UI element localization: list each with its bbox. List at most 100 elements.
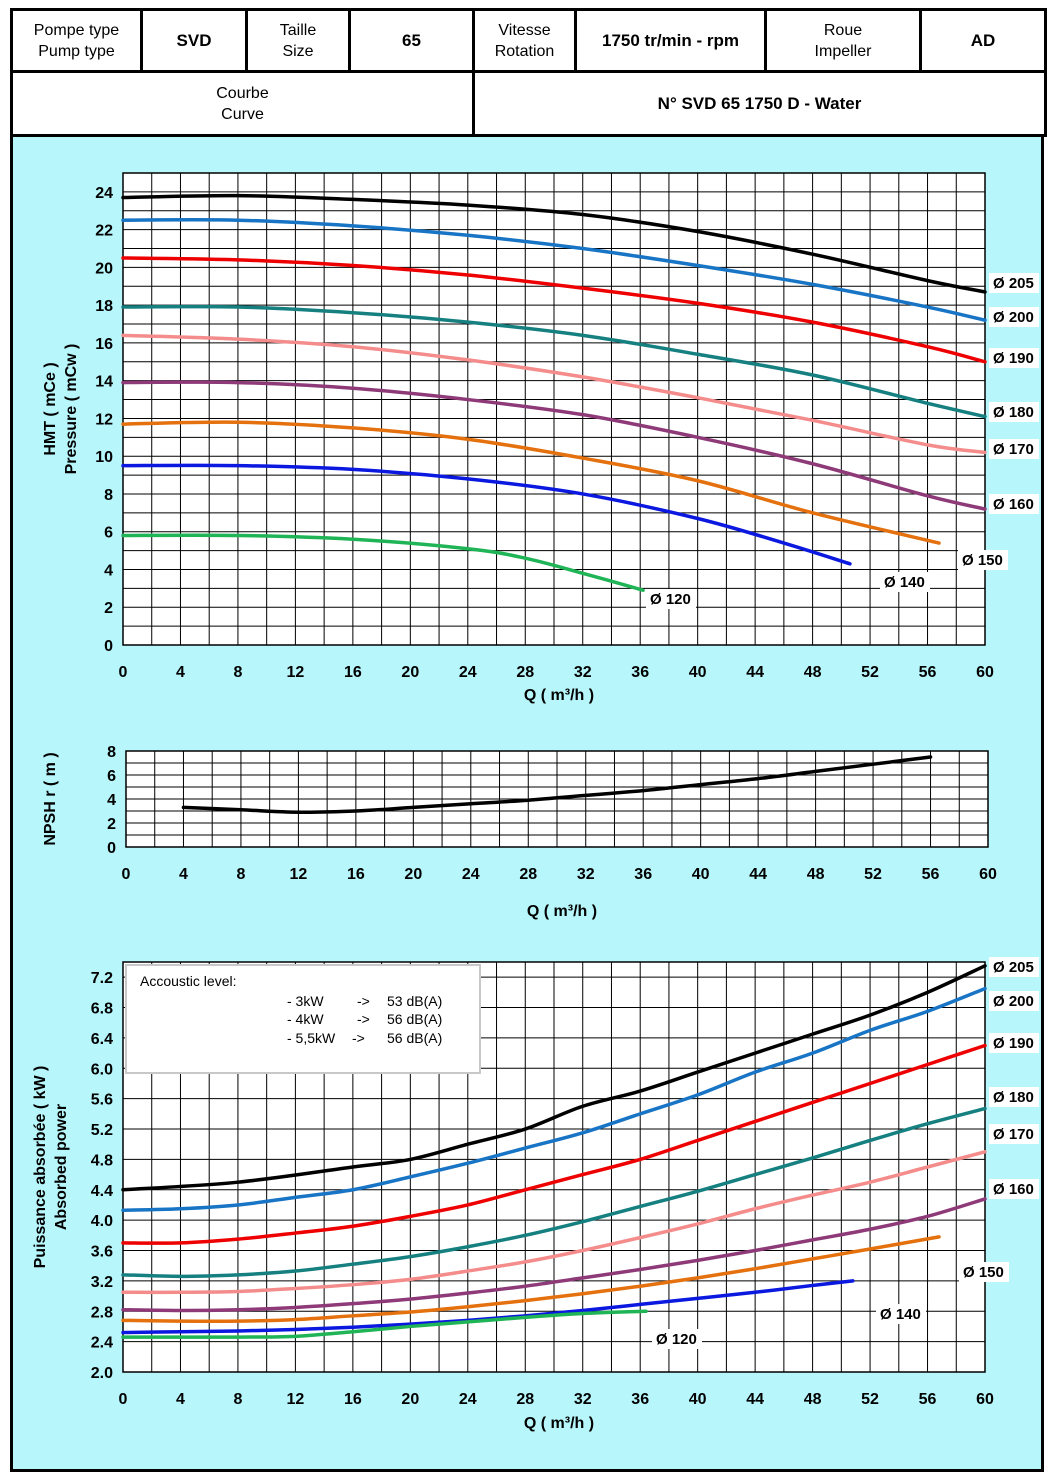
x-tick-label: 40 (692, 866, 710, 883)
series-label-bg (989, 439, 1039, 459)
x-tick-label: 16 (347, 866, 365, 883)
series-label: Ø 180 (993, 1089, 1034, 1106)
y-tick-label: 0 (104, 638, 113, 655)
series-label: Ø 160 (993, 1181, 1034, 1198)
x-tick-label: 44 (746, 664, 764, 681)
series-line (121, 1106, 987, 1279)
x-tick-label: 56 (919, 664, 937, 681)
y-tick-label: 20 (95, 260, 113, 277)
x-tick-label: 24 (459, 1391, 477, 1408)
y-tick-label: 4.4 (91, 1183, 113, 1200)
x-tick-label: 8 (233, 664, 242, 681)
series-line (121, 1235, 941, 1324)
x-tick-label: 12 (287, 664, 305, 681)
x-tick-label: 52 (864, 866, 882, 883)
x-tick-label: 4 (176, 664, 185, 681)
x-tick-label: 36 (631, 664, 649, 681)
x-tick-label: 12 (290, 866, 308, 883)
x-tick-label: 44 (749, 866, 767, 883)
y-tick-label: 6.8 (91, 1001, 113, 1018)
series-label: Ø 205 (993, 959, 1034, 976)
series-label-bg (989, 991, 1039, 1011)
y-axis-label: NPSH r ( m ) (42, 752, 59, 845)
series-label: Ø 120 (650, 591, 691, 608)
y-tick-label: 6 (104, 525, 113, 542)
series-label-bg (989, 957, 1039, 977)
plot-frame (122, 172, 986, 646)
series-label: Ø 150 (963, 1264, 1004, 1281)
x-tick-label: 48 (804, 664, 822, 681)
series-label: Ø 170 (993, 1126, 1034, 1143)
series-line (121, 1309, 648, 1339)
series-label: Ø 170 (993, 441, 1034, 458)
x-tick-label: 36 (631, 1391, 649, 1408)
x-tick-label: 56 (919, 1391, 937, 1408)
series-line (121, 533, 645, 592)
x-tick-label: 16 (344, 664, 362, 681)
series-label-bg (958, 550, 1008, 570)
series-line (121, 256, 987, 364)
x-tick-label: 40 (689, 1391, 707, 1408)
series-line (121, 463, 852, 566)
x-tick-label: 60 (979, 866, 997, 883)
x-tick-label: 52 (861, 664, 879, 681)
x-tick-label: 20 (404, 866, 422, 883)
series-label-bg (989, 494, 1039, 514)
x-tick-label: 20 (401, 664, 419, 681)
header-table: Pompe type Pump type SVD Taille Size 65 Vi… (10, 8, 1047, 137)
series-label-bg (989, 1033, 1039, 1053)
speed-label: Vitesse Rotation (472, 8, 577, 73)
x-tick-label: 8 (236, 866, 245, 883)
series-label-bg (646, 589, 696, 609)
series-label: Ø 120 (656, 1331, 697, 1348)
series-line (181, 755, 933, 814)
series-label: Ø 180 (993, 404, 1034, 421)
x-tick-label: 12 (287, 1391, 305, 1408)
y-tick-label: 2 (107, 816, 116, 833)
series-line (121, 1043, 987, 1245)
series-label-bg (880, 572, 930, 592)
x-tick-label: 32 (574, 664, 592, 681)
y-tick-label: 6.4 (91, 1031, 113, 1048)
y-tick-label: 2.4 (91, 1335, 113, 1352)
series-label: Ø 200 (993, 309, 1034, 326)
series-line (121, 193, 987, 294)
x-tick-label: 44 (746, 1391, 764, 1408)
x-tick-label: 32 (574, 1391, 592, 1408)
series-label-bg (876, 1304, 926, 1324)
x-axis-label: Q ( m³/h ) (527, 903, 597, 920)
series-label-bg (989, 1087, 1039, 1107)
series-label-bg (989, 402, 1039, 422)
series-line (121, 304, 987, 419)
y-tick-label: 2 (104, 600, 113, 617)
impeller-value: AD (919, 8, 1047, 73)
x-tick-label: 48 (807, 866, 825, 883)
y-axis-label: Absorbed power (53, 1104, 70, 1230)
series-line (121, 964, 987, 1192)
x-tick-label: 56 (922, 866, 940, 883)
size-value: 65 (348, 8, 475, 73)
series-line (121, 218, 987, 323)
y-tick-label: 14 (95, 374, 113, 391)
y-tick-label: 4 (107, 792, 116, 809)
x-tick-label: 28 (516, 1391, 534, 1408)
y-tick-label: 3.2 (91, 1274, 113, 1291)
x-tick-label: 16 (344, 1391, 362, 1408)
series-label: Ø 200 (993, 993, 1034, 1010)
x-tick-label: 24 (462, 866, 480, 883)
y-axis-label: Puissance absorbée ( kW ) (32, 1066, 49, 1269)
y-tick-label: 10 (95, 449, 113, 466)
x-tick-label: 0 (119, 1391, 128, 1408)
series-line (121, 333, 987, 455)
series-label-bg (989, 273, 1039, 293)
plot-frame (122, 961, 986, 1373)
acoustic-title: Accoustic level: (140, 973, 237, 989)
x-tick-label: 40 (689, 664, 707, 681)
x-tick-label: 60 (976, 1391, 994, 1408)
series-label: Ø 140 (884, 574, 925, 591)
y-tick-label: 2.0 (91, 1365, 113, 1382)
y-tick-label: 18 (95, 298, 113, 315)
series-label-bg (959, 1262, 1009, 1282)
series-line (121, 380, 987, 511)
